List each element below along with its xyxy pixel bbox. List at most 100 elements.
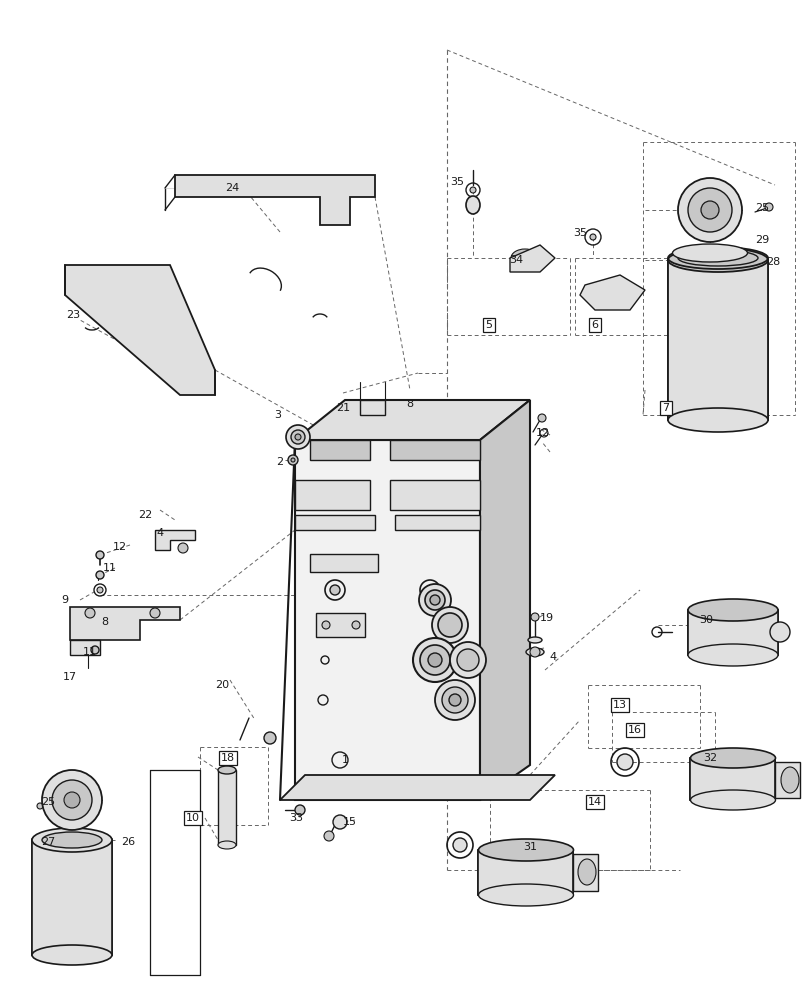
Polygon shape [65, 265, 215, 395]
Ellipse shape [687, 644, 777, 666]
Circle shape [435, 680, 474, 720]
Text: 34: 34 [508, 255, 522, 265]
Circle shape [453, 838, 466, 852]
Ellipse shape [677, 250, 757, 266]
Circle shape [294, 805, 305, 815]
Circle shape [64, 792, 80, 808]
Text: 17: 17 [63, 672, 77, 682]
Text: 21: 21 [336, 403, 350, 413]
Polygon shape [310, 440, 370, 460]
Circle shape [530, 647, 539, 657]
Polygon shape [774, 762, 799, 798]
Polygon shape [479, 400, 530, 800]
Text: 29: 29 [754, 235, 768, 245]
Circle shape [449, 490, 460, 500]
Polygon shape [359, 400, 384, 415]
Polygon shape [70, 607, 180, 640]
Text: 14: 14 [587, 797, 601, 807]
Polygon shape [394, 515, 479, 530]
Text: 25: 25 [41, 797, 55, 807]
Circle shape [150, 608, 160, 618]
Polygon shape [280, 775, 554, 800]
Text: 11: 11 [103, 563, 117, 573]
Ellipse shape [478, 884, 573, 906]
Text: 26: 26 [121, 837, 135, 847]
Text: 18: 18 [221, 753, 234, 763]
Polygon shape [175, 175, 375, 225]
Circle shape [677, 178, 741, 242]
Ellipse shape [478, 839, 573, 861]
Text: 35: 35 [573, 228, 586, 238]
Ellipse shape [217, 841, 236, 849]
Text: 30: 30 [698, 615, 712, 625]
Ellipse shape [672, 244, 747, 262]
Bar [217, 770, 236, 845]
Circle shape [700, 201, 718, 219]
Text: 4: 4 [549, 652, 556, 662]
Circle shape [264, 732, 276, 744]
Polygon shape [509, 245, 554, 272]
Circle shape [427, 653, 441, 667]
Text: 1: 1 [341, 755, 348, 765]
Text: 10: 10 [186, 813, 200, 823]
Circle shape [290, 458, 294, 462]
Bar [689, 758, 774, 800]
Text: 35: 35 [449, 177, 463, 187]
Text: 27: 27 [41, 837, 55, 847]
Ellipse shape [32, 828, 112, 852]
Text: 12: 12 [535, 428, 549, 438]
Text: 15: 15 [342, 817, 357, 827]
Circle shape [85, 608, 95, 618]
Polygon shape [294, 440, 479, 800]
Circle shape [52, 780, 92, 820]
Circle shape [769, 622, 789, 642]
Text: 31: 31 [522, 842, 536, 852]
Circle shape [294, 434, 301, 440]
Text: 23: 23 [66, 310, 80, 320]
Circle shape [351, 621, 359, 629]
Circle shape [616, 754, 633, 770]
Circle shape [457, 649, 478, 671]
Bar [687, 610, 777, 655]
Circle shape [687, 188, 731, 232]
Ellipse shape [217, 766, 236, 774]
Text: 32: 32 [702, 753, 716, 763]
Text: 25: 25 [754, 203, 768, 213]
Text: 13: 13 [612, 700, 626, 710]
Circle shape [42, 770, 102, 830]
Circle shape [441, 687, 467, 713]
Text: 2: 2 [276, 457, 283, 467]
Circle shape [322, 487, 337, 503]
Bar [32, 840, 112, 955]
Ellipse shape [689, 748, 775, 768]
Text: 19: 19 [539, 613, 553, 623]
Circle shape [530, 613, 539, 621]
Circle shape [324, 831, 333, 841]
Ellipse shape [32, 830, 112, 850]
Text: 9: 9 [62, 595, 68, 605]
Circle shape [437, 613, 461, 637]
Bar [667, 260, 767, 420]
Circle shape [91, 646, 99, 654]
Circle shape [349, 489, 361, 501]
Polygon shape [294, 515, 375, 530]
Polygon shape [579, 275, 644, 310]
Text: 8: 8 [406, 399, 413, 409]
Text: 12: 12 [113, 542, 127, 552]
Circle shape [329, 585, 340, 595]
Text: 22: 22 [138, 510, 152, 520]
Polygon shape [294, 400, 530, 440]
Circle shape [430, 595, 440, 605]
Circle shape [96, 571, 104, 579]
Ellipse shape [687, 599, 777, 621]
Text: 4: 4 [157, 528, 163, 538]
Polygon shape [389, 440, 479, 460]
Text: 20: 20 [215, 680, 229, 690]
Circle shape [97, 587, 103, 593]
Text: 11: 11 [83, 647, 97, 657]
Circle shape [413, 638, 457, 682]
Ellipse shape [667, 248, 767, 272]
Circle shape [37, 803, 43, 809]
Polygon shape [155, 530, 195, 550]
Polygon shape [389, 480, 479, 510]
